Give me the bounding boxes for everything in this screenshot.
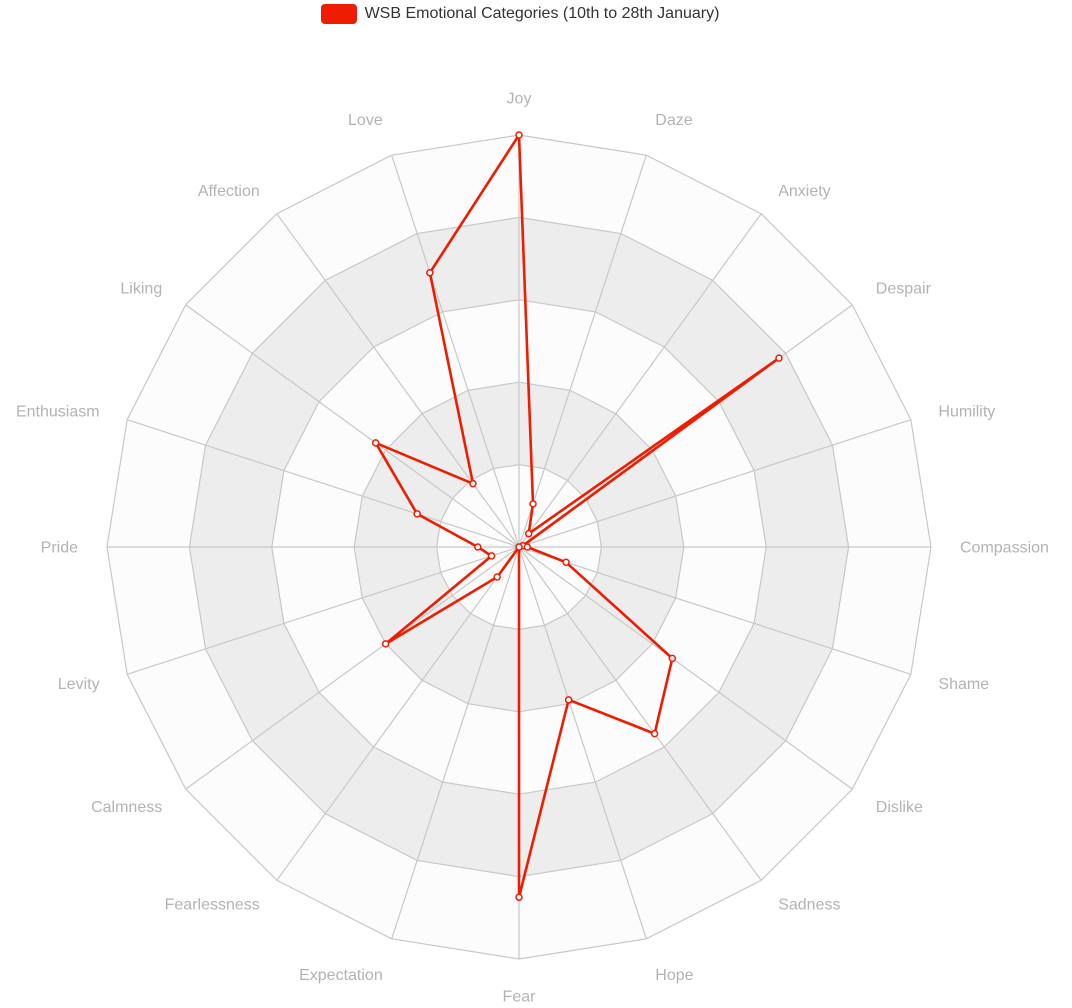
- data-point-calmness: [381, 640, 390, 648]
- data-point-anxiety: [524, 529, 533, 538]
- data-point-hope: [564, 696, 573, 704]
- axis-label-dislike: Dislike: [876, 799, 923, 816]
- spoke-humility: [518, 419, 912, 548]
- spoke-levity: [126, 546, 520, 675]
- axis-label-compassion: Compassion: [960, 540, 1049, 557]
- legend-swatch: [320, 4, 357, 24]
- axis-label-humility: Humility: [938, 403, 995, 420]
- data-point-liking: [371, 439, 380, 447]
- axis-label-love: Love: [348, 112, 383, 129]
- spoke-shame: [518, 546, 912, 675]
- spoke-hope: [518, 546, 647, 940]
- data-point-despair: [775, 354, 783, 362]
- legend[interactable]: WSB Emotional Categories (10th to 28th J…: [0, 4, 1040, 24]
- axis-label-shame: Shame: [938, 676, 989, 693]
- axis-label-hope: Hope: [655, 967, 693, 984]
- spoke-calmness: [185, 546, 520, 790]
- spoke-sadness: [518, 546, 762, 881]
- axis-label-levity: Levity: [58, 676, 100, 693]
- data-point-enthusiasm: [413, 510, 421, 518]
- spoke-fearlessness: [276, 546, 520, 881]
- data-point-levity: [487, 552, 496, 560]
- axis-label-anxiety: Anxiety: [778, 183, 830, 200]
- spoke-daze: [518, 154, 647, 548]
- axis-label-affection: Affection: [198, 183, 260, 200]
- data-point-daze: [529, 500, 537, 508]
- spoke-liking: [185, 304, 520, 548]
- axis-label-fearlessness: Fearlessness: [165, 896, 260, 913]
- axis-label-daze: Daze: [655, 112, 692, 129]
- data-point-affection: [469, 479, 477, 488]
- axis-label-liking: Liking: [120, 280, 162, 297]
- axis-label-joy: Joy: [507, 91, 532, 108]
- data-point-fearlessness: [493, 573, 501, 581]
- spoke-love: [391, 154, 520, 548]
- data-point-joy: [515, 131, 523, 139]
- data-point-expectation: [515, 543, 523, 551]
- spoke-anxiety: [518, 213, 762, 548]
- spoke-affection: [276, 213, 520, 548]
- legend-label: WSB Emotional Categories (10th to 28th J…: [364, 5, 720, 22]
- data-point-shame: [562, 558, 570, 567]
- data-point-love: [426, 268, 434, 277]
- data-point-pride: [474, 543, 482, 551]
- axis-label-calmness: Calmness: [91, 799, 162, 816]
- axis-label-enthusiasm: Enthusiasm: [16, 403, 100, 420]
- axis-label-expectation: Expectation: [299, 967, 383, 984]
- axis-label-fear: Fear: [503, 989, 537, 1006]
- axis-label-despair: Despair: [876, 280, 932, 297]
- data-point-sadness: [650, 729, 659, 738]
- spoke-expectation: [391, 546, 520, 940]
- data-point-dislike: [668, 654, 677, 663]
- spoke-enthusiasm: [126, 419, 520, 548]
- spoke-dislike: [518, 546, 853, 790]
- data-point-fear: [515, 893, 523, 901]
- data-point-compassion: [523, 543, 531, 551]
- axis-label-sadness: Sadness: [778, 896, 840, 913]
- axis-label-pride: Pride: [41, 540, 78, 557]
